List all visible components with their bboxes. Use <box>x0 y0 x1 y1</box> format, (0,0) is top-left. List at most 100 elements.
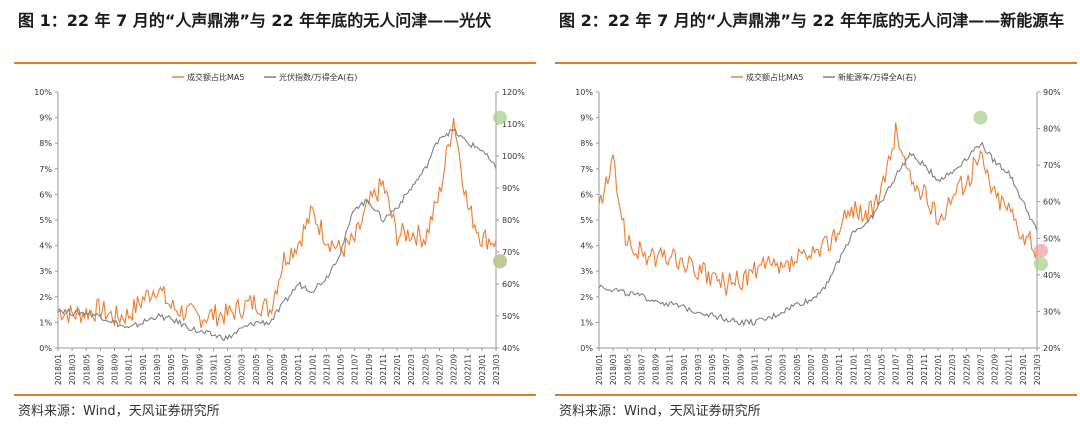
line-chart-1: 0% 1% 2% 3% 4% 5% 6% 7% 8% 9% 10% 40% 50% 60% 70% 80% 90… <box>34 72 525 385</box>
x-tick-label: 2021/03 <box>863 354 872 385</box>
x-tick-label: 2021/05 <box>337 354 346 385</box>
x-tick-label: 2019/01 <box>139 354 148 385</box>
y-left-tick-label: 7% <box>39 165 52 174</box>
y-left-tick-label: 1% <box>580 318 593 327</box>
x-tick-label: 2019/05 <box>708 354 717 385</box>
x-tick-label: 2022/07 <box>976 354 985 385</box>
x-tick-label: 2021/11 <box>920 354 929 385</box>
y-right-tick-label: 90% <box>1043 88 1061 97</box>
x-tick-label: 2020/03 <box>238 354 247 385</box>
x-tick-label: 2019/09 <box>195 354 204 385</box>
chart-panel-2: 图 2：22 年 7 月的“人声鼎沸”与 22 年年底的无人问津——新能源车 0… <box>555 0 1077 426</box>
x-tick-label: 2021/05 <box>878 354 887 385</box>
y-left-tick-label: 9% <box>580 114 593 123</box>
title-divider <box>555 62 1077 64</box>
x-tick-label: 2021/11 <box>379 354 388 385</box>
y-left-tick-label: 8% <box>580 139 593 148</box>
x-tick-label: 2023/01 <box>1019 354 1028 385</box>
y-right-tick-label: 90% <box>502 184 520 193</box>
legend-label-secondary: 新能源车/万得全A(右) <box>838 72 916 82</box>
y-left-tick-label: 2% <box>580 293 593 302</box>
series-line-secondary <box>57 128 497 342</box>
source-note: 资料来源：Wind，天风证券研究所 <box>559 404 761 419</box>
source-note: 资料来源：Wind，天风证券研究所 <box>18 404 220 419</box>
y-left-tick-label: 0% <box>580 344 593 353</box>
title-divider <box>14 62 536 64</box>
x-tick-label: 2018/01 <box>595 354 604 385</box>
y-left-tick-label: 9% <box>39 114 52 123</box>
x-tick-label: 2018/03 <box>68 354 77 385</box>
y-left-tick-label: 6% <box>39 190 52 199</box>
y-right-tick-label: 120% <box>502 88 525 97</box>
y-right-tick-label: 60% <box>502 280 520 289</box>
x-tick-label: 2018/05 <box>623 354 632 385</box>
x-tick-label: 2018/03 <box>609 354 618 385</box>
x-tick-label: 2022/11 <box>464 354 473 385</box>
y-right-tick-label: 80% <box>502 216 520 225</box>
x-tick-label: 2019/11 <box>209 354 218 385</box>
x-tick-label: 2022/05 <box>421 354 430 385</box>
y-right-tick-label: 70% <box>1043 161 1061 170</box>
x-tick-label: 2020/07 <box>266 354 275 385</box>
x-tick-label: 2019/03 <box>694 354 703 385</box>
x-tick-label: 2020/01 <box>765 354 774 385</box>
x-tick-label: 2022/11 <box>1005 354 1014 385</box>
y-left-tick-label: 5% <box>580 216 593 225</box>
x-tick-label: 2022/09 <box>450 354 459 385</box>
x-tick-label: 2018/11 <box>125 354 134 385</box>
x-tick-label: 2018/07 <box>96 354 105 385</box>
x-tick-label: 2018/01 <box>54 354 63 385</box>
x-tick-label: 2019/01 <box>680 354 689 385</box>
x-tick-label: 2019/07 <box>722 354 731 385</box>
x-tick-label: 2019/11 <box>750 354 759 385</box>
x-tick-label: 2021/07 <box>351 354 360 385</box>
legend-label-primary: 成交额占比MA5 <box>187 72 244 82</box>
marker-low <box>1034 256 1048 271</box>
x-tick-label: 2022/01 <box>393 354 402 385</box>
x-tick-label: 2020/07 <box>807 354 816 385</box>
x-tick-label: 2018/07 <box>637 354 646 385</box>
y-left-tick-label: 0% <box>39 344 52 353</box>
y-left-tick-label: 1% <box>39 318 52 327</box>
series-line-secondary <box>598 141 1038 327</box>
x-tick-label: 2018/05 <box>82 354 91 385</box>
y-left-tick-label: 4% <box>580 242 593 251</box>
series-line-primary <box>598 122 1038 296</box>
x-tick-label: 2020/09 <box>280 354 289 385</box>
y-right-tick-label: 70% <box>502 248 520 257</box>
series-line-primary <box>57 117 497 329</box>
y-right-tick-label: 110% <box>502 120 525 129</box>
x-tick-label: 2021/09 <box>906 354 915 385</box>
y-left-tick-label: 7% <box>580 165 593 174</box>
x-tick-label: 2021/01 <box>308 354 317 385</box>
x-tick-label: 2021/07 <box>892 354 901 385</box>
y-left-tick-label: 2% <box>39 293 52 302</box>
x-tick-label: 2022/03 <box>407 354 416 385</box>
x-tick-label: 2022/01 <box>934 354 943 385</box>
x-tick-label: 2023/03 <box>1033 354 1042 385</box>
x-tick-label: 2018/11 <box>666 354 675 385</box>
bottom-divider <box>555 394 1077 396</box>
y-right-tick-label: 80% <box>1043 125 1061 134</box>
y-right-tick-label: 20% <box>1043 344 1061 353</box>
x-tick-label: 2021/09 <box>365 354 374 385</box>
y-right-tick-label: 100% <box>502 152 525 161</box>
y-left-tick-label: 3% <box>39 267 52 276</box>
x-tick-label: 2018/09 <box>652 354 661 385</box>
x-tick-label: 2022/09 <box>991 354 1000 385</box>
y-left-tick-label: 6% <box>580 190 593 199</box>
x-tick-label: 2022/05 <box>962 354 971 385</box>
x-tick-label: 2021/01 <box>849 354 858 385</box>
marker-trough <box>1034 243 1048 258</box>
x-tick-label: 2020/11 <box>294 354 303 385</box>
y-left-tick-label: 3% <box>580 267 593 276</box>
y-left-tick-label: 4% <box>39 242 52 251</box>
x-tick-label: 2020/03 <box>779 354 788 385</box>
y-left-tick-label: 8% <box>39 139 52 148</box>
x-tick-label: 2022/07 <box>435 354 444 385</box>
x-tick-label: 2020/05 <box>252 354 261 385</box>
line-chart-2: 0% 1% 2% 3% 4% 5% 6% 7% 8% 9% 10% 20% 30% 40% 50% 60% 70… <box>575 72 1061 385</box>
x-tick-label: 2021/03 <box>322 354 331 385</box>
y-left-tick-label: 5% <box>39 216 52 225</box>
y-right-tick-label: 50% <box>1043 234 1061 243</box>
